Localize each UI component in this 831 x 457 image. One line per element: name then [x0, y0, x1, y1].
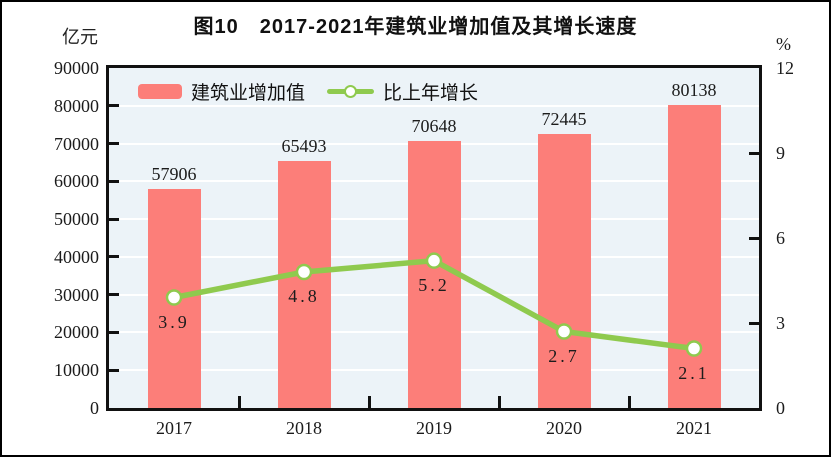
left-axis-tick — [109, 217, 119, 221]
line-value-label: 2.1 — [678, 362, 710, 383]
x-axis-tick — [367, 396, 371, 408]
left-axis-tick — [109, 255, 119, 259]
legend-item-line-series: 比上年增长 — [327, 78, 478, 105]
left-axis-tick — [109, 293, 119, 297]
bar-2020 — [537, 134, 591, 408]
left-axis-tick — [109, 104, 119, 108]
x-axis-tick — [497, 396, 501, 408]
x-axis-label-2017: 2017 — [156, 418, 192, 438]
left-axis-label: 70000 — [54, 133, 99, 154]
bar-value-label: 65493 — [281, 135, 327, 156]
left-axis-label: 30000 — [54, 284, 99, 305]
bar-2021 — [667, 105, 721, 408]
left-axis-label: 10000 — [54, 360, 99, 381]
right-axis-label: 6 — [776, 228, 785, 248]
line-series-sample-icon — [327, 83, 375, 100]
left-axis-label: 80000 — [54, 95, 99, 116]
bar-2018 — [277, 160, 331, 408]
left-axis-label: 50000 — [54, 209, 99, 230]
legend-item-bar-series: 建筑业增加值 — [138, 78, 305, 105]
plot-area: 建筑业增加值 比上年增长 57906 65493 70648 72445 80138 3.… — [106, 65, 762, 411]
right-axis-tick — [749, 151, 759, 155]
gridline — [109, 104, 759, 107]
data-point-marker — [165, 289, 183, 306]
x-axis-tick — [237, 396, 241, 408]
right-axis-tick — [749, 236, 759, 240]
left-axis-label: 90000 — [54, 58, 99, 78]
right-axis-label: 3 — [776, 313, 785, 333]
data-point-marker — [555, 323, 573, 340]
legend: 建筑业增加值 比上年增长 — [138, 78, 478, 105]
x-axis-label-2018: 2018 — [286, 418, 322, 438]
bar-value-label: 80138 — [671, 80, 717, 101]
chart-title: 图10 2017-2021年建筑业增加值及其增长速度 — [193, 16, 638, 38]
line-value-label: 3.9 — [158, 311, 190, 332]
left-axis-label: 40000 — [54, 246, 99, 267]
line-value-label: 5.2 — [418, 274, 450, 295]
legend-label-line-series: 比上年增长 — [383, 83, 479, 104]
right-axis-label: 9 — [776, 143, 785, 163]
x-axis-label-2019: 2019 — [416, 418, 452, 438]
line-value-label: 4.8 — [288, 286, 320, 306]
growth-line-chart — [165, 252, 703, 357]
x-axis-label-2021: 2021 — [676, 418, 712, 438]
left-axis-tick — [109, 368, 119, 372]
data-point-marker — [685, 340, 703, 357]
left-axis-unit: 亿元 — [62, 27, 98, 47]
bar-value-label: 57906 — [151, 164, 197, 185]
legend-label-bar-series: 建筑业增加值 — [191, 83, 306, 104]
left-axis-label: 20000 — [54, 322, 99, 343]
left-axis-tick — [109, 142, 119, 146]
bar-series-swatch-icon — [138, 84, 182, 99]
x-axis-label-2020: 2020 — [546, 418, 582, 438]
bar-value-label: 72445 — [541, 109, 587, 130]
left-axis-label: 60000 — [54, 171, 99, 192]
data-point-marker — [425, 252, 443, 269]
x-axis-tick — [627, 396, 631, 408]
data-point-marker — [295, 263, 313, 281]
left-axis-label: 0 — [90, 398, 99, 418]
bar-value-label: 70648 — [411, 116, 457, 137]
right-axis-tick — [749, 321, 759, 325]
right-axis-label: 12 — [776, 58, 794, 78]
line-marker-icon — [343, 84, 357, 98]
right-axis-label: 0 — [776, 398, 785, 418]
right-axis-unit: % — [776, 34, 791, 54]
left-axis-tick — [109, 179, 119, 183]
line-value-label: 2.7 — [548, 345, 580, 366]
bar-2019 — [407, 141, 461, 408]
left-axis-tick — [109, 330, 119, 334]
